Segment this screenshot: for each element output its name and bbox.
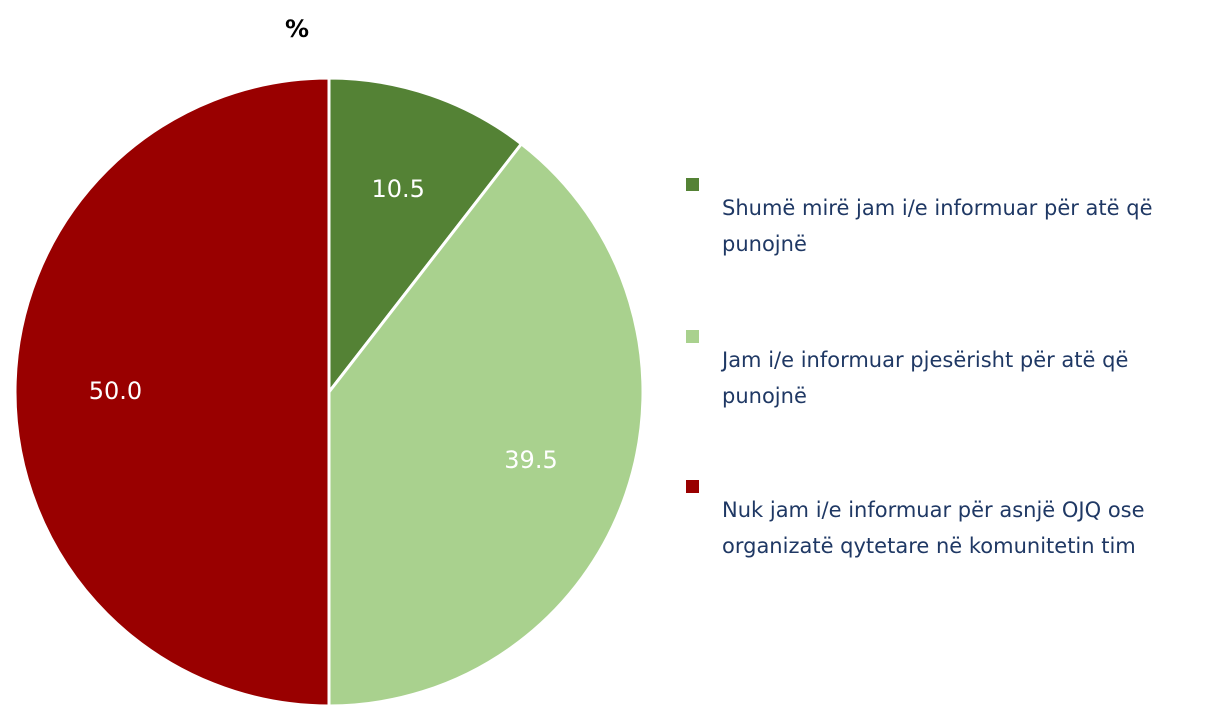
legend-item: Jam i/e informuar pjesërisht për atë që … — [686, 330, 1206, 414]
pie-slice — [13, 76, 331, 706]
chart-title: % — [285, 15, 309, 43]
legend-swatch — [686, 330, 699, 343]
data-label: 39.5 — [504, 446, 557, 474]
legend-swatch — [686, 480, 699, 493]
legend-swatch — [686, 178, 699, 191]
pie-slice — [327, 76, 524, 397]
legend-item: Shumë mirë jam i/e informuar për atë që … — [686, 178, 1206, 262]
legend-item: Nuk jam i/e informuar për asnjë OJQ ose … — [686, 480, 1206, 564]
data-label: 50.0 — [89, 377, 142, 405]
legend-label: Shumë mirë jam i/e informuar për atë që … — [722, 196, 1153, 256]
legend-label: Nuk jam i/e informuar për asnjë OJQ ose … — [722, 498, 1145, 558]
pie-slice — [327, 141, 645, 706]
data-label: 10.5 — [371, 175, 424, 203]
legend-label: Jam i/e informuar pjesërisht për atë që … — [722, 348, 1129, 408]
